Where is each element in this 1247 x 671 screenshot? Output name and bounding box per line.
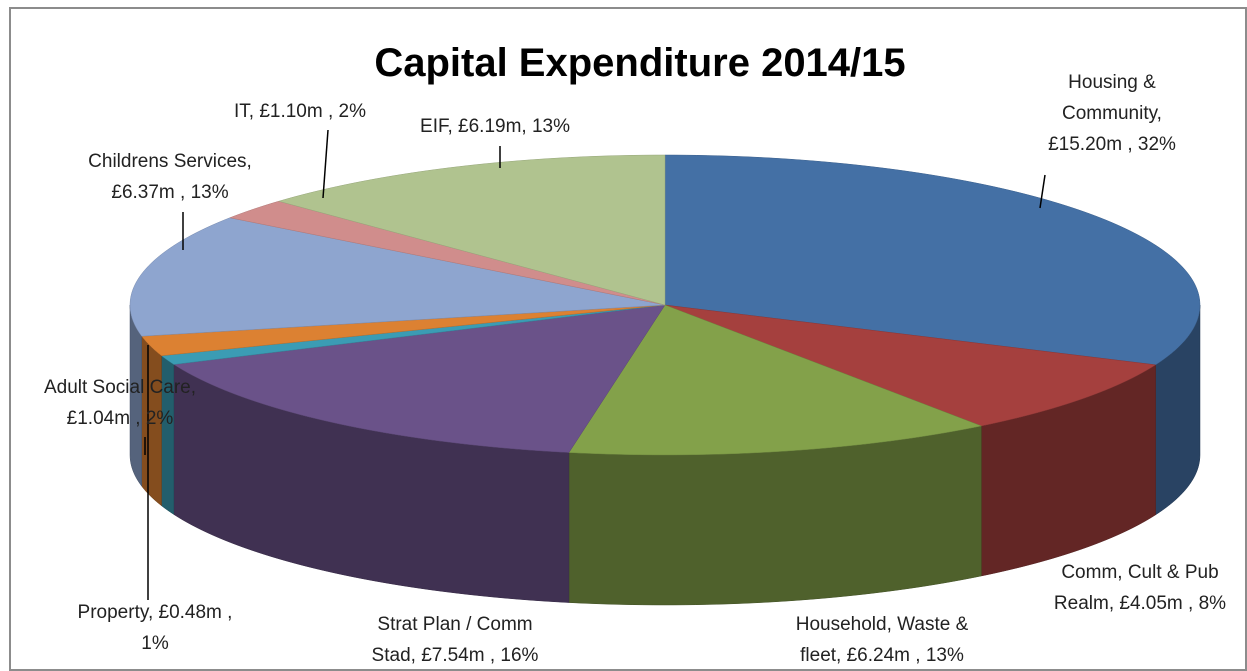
data-label-line: Stad, £7.54m , 16% [372, 645, 539, 666]
data-label: Childrens Services, £6.37m , 13% [88, 151, 252, 203]
data-label-line: Comm, Cult & Pub [1061, 562, 1218, 583]
chart-title: Capital Expenditure 2014/15 [374, 41, 905, 85]
data-label-line: Property, £0.48m , [78, 602, 233, 623]
pie-slice [664, 304, 1157, 427]
pie-slice [664, 154, 1201, 366]
data-label: Housing & Community, £15.20m , 32% [1048, 72, 1176, 155]
data-label-line: £1.04m , 2% [67, 408, 174, 429]
pie-slice [173, 304, 666, 453]
pie-slice [129, 217, 666, 337]
data-label-line: IT, £1.10m , 2% [234, 101, 366, 122]
data-label-line: 1% [141, 633, 169, 654]
data-label: Household, Waste & fleet, £6.24m , 13% [796, 614, 969, 666]
data-label-line: Housing & [1068, 72, 1156, 93]
data-label-line: £6.37m , 13% [111, 182, 228, 203]
data-label: EIF, £6.19m, 13% [420, 116, 570, 137]
leader-line [322, 129, 329, 199]
data-label: IT, £1.10m , 2% [234, 101, 366, 122]
chart-frame [9, 7, 1247, 671]
data-label: Strat Plan / Comm Stad, £7.54m , 16% [372, 614, 539, 666]
data-label-line: EIF, £6.19m, 13% [420, 116, 570, 137]
data-label-line: Adult Social Care, [44, 377, 196, 398]
data-label-line: £15.20m , 32% [1048, 134, 1176, 155]
data-label: Comm, Cult & Pub Realm, £4.05m , 8% [1054, 562, 1226, 614]
data-label: Property, £0.48m , 1% [78, 602, 233, 654]
data-label-line: Childrens Services, [88, 151, 252, 172]
leader-line [1039, 174, 1046, 209]
pie-slice [277, 154, 666, 306]
data-label: Adult Social Care, £1.04m , 2% [44, 377, 196, 429]
data-label-line: Community, [1062, 103, 1162, 124]
pie-slice [141, 304, 666, 356]
data-label-line: fleet, £6.24m , 13% [800, 645, 964, 666]
pie-slice [568, 304, 983, 456]
pie-slice [228, 200, 666, 306]
data-label-line: Strat Plan / Comm [377, 614, 532, 635]
data-label-line: Household, Waste & [796, 614, 969, 635]
data-label-line: Realm, £4.05m , 8% [1054, 593, 1226, 614]
